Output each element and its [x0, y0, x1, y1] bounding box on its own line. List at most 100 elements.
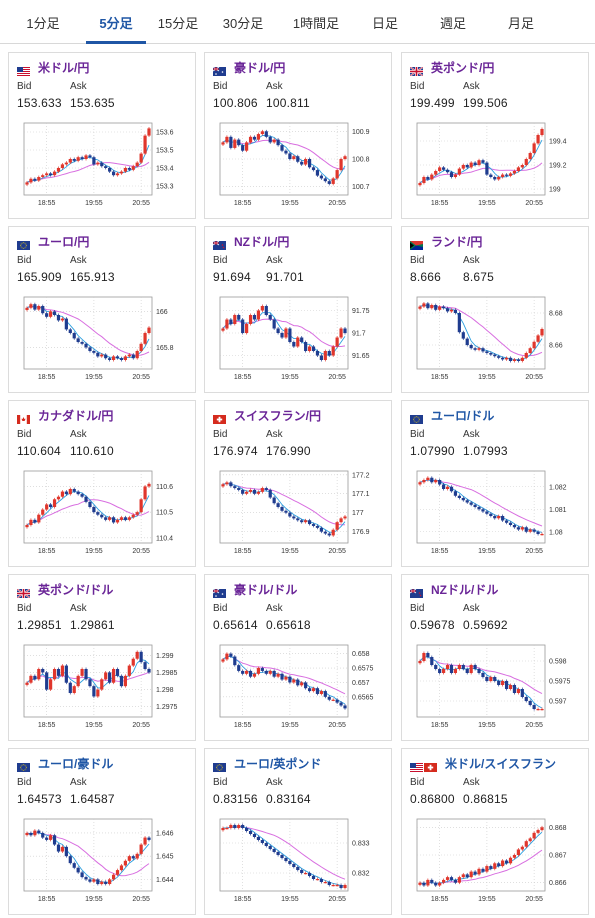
candle — [426, 177, 430, 180]
x-tick-label: 18:55 — [234, 374, 252, 381]
pair-name: ユーロ/ドル — [431, 408, 495, 423]
candle — [307, 873, 312, 876]
candle — [311, 688, 316, 692]
rate-card[interactable]: 豪ドル/ドル Bid Ask 0.65614 0.65618 18:55 19:55 20:5… — [204, 574, 392, 741]
pair-title-link[interactable]: ランド/円 — [410, 233, 482, 250]
x-tick-label: 20:55 — [132, 722, 150, 729]
candle — [473, 504, 477, 507]
rate-card[interactable]: スイスフラン/円 Bid Ask 176.974 176.990 18:55 19:55 20… — [204, 400, 392, 567]
candle — [37, 830, 41, 833]
x-tick-label: 19:55 — [478, 200, 496, 207]
rate-card[interactable]: NZドル/円 Bid Ask 91.694 91.701 18:55 19:55 20:55 9… — [204, 226, 392, 393]
candle — [25, 832, 29, 836]
pair-title-link[interactable]: ユーロ/英ポンド — [213, 755, 321, 772]
candle — [453, 309, 458, 313]
ask-value: 165.913 — [70, 270, 115, 284]
price-chart: 18:55 19:55 20:55 0.833 0.832 — [216, 813, 388, 913]
pair-title-link[interactable]: ユーロ/円 — [17, 233, 89, 250]
tab-15分足[interactable]: 15分足 — [157, 16, 199, 31]
candle — [280, 855, 284, 858]
ask-value: 199.506 — [463, 96, 508, 110]
pair-title-link[interactable]: ユーロ/豪ドル — [17, 755, 113, 772]
candle — [343, 516, 347, 519]
tab-1時間足[interactable]: 1時間足 — [292, 16, 340, 31]
rate-card[interactable]: ユーロ/ドル Bid Ask 1.07990 1.07993 18:55 19:55 20:5… — [401, 400, 589, 567]
pair-title-link[interactable]: 米ドル/スイスフラン — [410, 755, 556, 772]
pair-title-link[interactable]: 英ポンド/ドル — [16, 581, 113, 599]
rate-card[interactable]: カナダドル/円 Bid Ask 110.604 110.610 18:55 19:55 20:… — [8, 400, 196, 567]
pair-title-link[interactable]: 米ドル/円 — [17, 59, 89, 76]
rate-card[interactable]: 英ポンド/ドル Bid Ask 1.29851 1.29861 18:55 19:55 20:… — [8, 574, 196, 741]
pair-title-link[interactable]: 英ポンド/円 — [409, 59, 494, 77]
candle — [469, 502, 473, 505]
pair-title-link[interactable]: カナダドル/円 — [17, 407, 113, 424]
x-tick-label: 18:55 — [431, 548, 449, 555]
candle — [119, 865, 124, 871]
rate-card[interactable]: 米ドル/円 Bid Ask 153.633 153.635 18:55 19:55 20:55… — [8, 52, 196, 219]
candle — [343, 156, 347, 159]
pair-name: 豪ドル/円 — [234, 60, 286, 75]
y-tick-label: 166 — [156, 309, 168, 316]
rate-card[interactable]: 米ドル/スイスフラン Bid Ask 0.86800 0.86815 18:55 19:55… — [401, 748, 589, 915]
candle — [540, 534, 544, 536]
candle — [343, 705, 347, 709]
candle — [493, 354, 497, 357]
candle — [264, 306, 268, 315]
candle — [80, 342, 84, 344]
candle — [489, 174, 493, 177]
x-tick-label: 18:55 — [431, 374, 449, 381]
tab-5分足[interactable]: 5分足 — [86, 0, 146, 44]
candle — [315, 170, 320, 176]
bid-value: 1.07990 — [410, 444, 455, 458]
bid-value: 8.666 — [410, 270, 442, 284]
x-tick-label: 18:55 — [38, 374, 56, 381]
candle — [108, 517, 112, 520]
candle — [296, 518, 300, 521]
pair-title-link[interactable]: スイスフラン/円 — [213, 407, 321, 424]
candle — [115, 519, 120, 523]
candle — [29, 304, 33, 308]
tab-月足[interactable]: 月足 — [507, 16, 534, 31]
rate-card[interactable]: 英ポンド/円 Bid Ask 199.499 199.506 18:55 19:55 20:5… — [401, 52, 589, 219]
candle — [296, 867, 300, 870]
candle — [33, 675, 37, 680]
rate-card[interactable]: ユーロ/豪ドル Bid Ask 1.64573 1.64587 18:55 19:55 20:… — [8, 748, 196, 915]
candle — [49, 311, 53, 317]
candle — [288, 328, 292, 342]
y-tick-label: 153.6 — [156, 130, 174, 137]
candle — [300, 161, 304, 165]
rate-card[interactable]: ユーロ/英ポンド Bid Ask 0.83156 0.83164 18:55 19:55 20… — [204, 748, 392, 915]
candle — [438, 669, 442, 673]
candle — [445, 665, 450, 669]
candle — [536, 335, 540, 342]
rate-card[interactable]: NZドル/ドル Bid Ask 0.59678 0.59692 18:55 19:55 20:… — [401, 574, 589, 741]
candle — [528, 529, 532, 532]
candle — [225, 828, 229, 830]
candle — [453, 491, 458, 496]
candle-chart: 18:55 19:55 20:55 1.646 1.645 1.644 — [23, 818, 174, 903]
candle — [422, 177, 426, 183]
pair-title-link[interactable]: 豪ドル/ドル — [212, 581, 297, 598]
candle — [111, 517, 116, 523]
tab-1分足[interactable]: 1分足 — [26, 16, 60, 31]
rate-card[interactable]: ランド/円 Bid Ask 8.666 8.675 18:55 19:55 20:55 8.68… — [401, 226, 589, 393]
candle — [108, 358, 112, 360]
pair-title-link[interactable]: NZドル/ドル — [409, 581, 498, 598]
rate-card[interactable]: ユーロ/円 Bid Ask 165.909 165.913 18:55 19:55 20:55… — [8, 226, 196, 393]
candle — [139, 343, 143, 351]
candle — [319, 879, 323, 882]
candle — [485, 677, 489, 681]
tab-日足[interactable]: 日足 — [371, 16, 398, 31]
moving-average-long — [222, 138, 346, 170]
tab-週足[interactable]: 週足 — [439, 16, 466, 31]
tab-30分足[interactable]: 30分足 — [222, 16, 264, 31]
pair-title-link[interactable]: NZドル/円 — [212, 233, 289, 250]
candle — [300, 870, 304, 873]
pair-title-link[interactable]: ユーロ/ドル — [410, 407, 495, 424]
candle — [481, 509, 485, 512]
candle — [323, 178, 327, 182]
rate-card[interactable]: 豪ドル/円 Bid Ask 100.806 100.811 18:55 19:55 20:55… — [204, 52, 392, 219]
pair-title-link[interactable]: 豪ドル/円 — [212, 59, 286, 76]
candle — [481, 160, 485, 163]
candle — [477, 669, 481, 673]
